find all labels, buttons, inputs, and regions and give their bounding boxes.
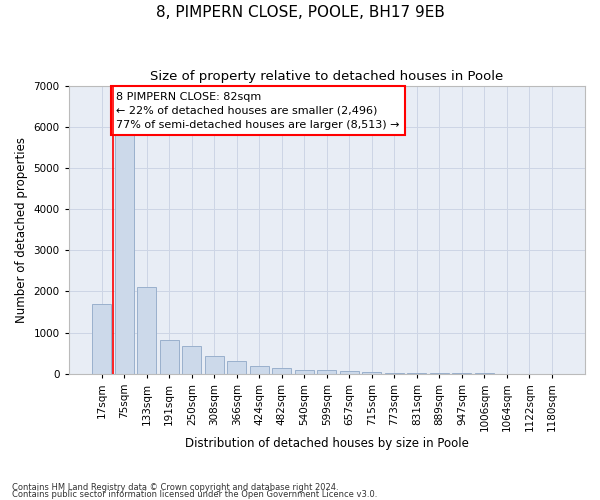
Bar <box>160 340 179 374</box>
Bar <box>227 362 247 374</box>
Text: 8 PIMPERN CLOSE: 82sqm
← 22% of detached houses are smaller (2,496)
77% of semi-: 8 PIMPERN CLOSE: 82sqm ← 22% of detached… <box>116 92 400 130</box>
Bar <box>295 370 314 374</box>
Bar <box>92 304 112 374</box>
Text: Contains HM Land Registry data © Crown copyright and database right 2024.: Contains HM Land Registry data © Crown c… <box>12 484 338 492</box>
Bar <box>407 373 427 374</box>
X-axis label: Distribution of detached houses by size in Poole: Distribution of detached houses by size … <box>185 437 469 450</box>
Bar <box>250 366 269 374</box>
Bar <box>362 372 382 374</box>
Text: 8, PIMPERN CLOSE, POOLE, BH17 9EB: 8, PIMPERN CLOSE, POOLE, BH17 9EB <box>155 5 445 20</box>
Y-axis label: Number of detached properties: Number of detached properties <box>15 136 28 322</box>
Bar <box>385 373 404 374</box>
Bar <box>182 346 202 374</box>
Title: Size of property relative to detached houses in Poole: Size of property relative to detached ho… <box>150 70 503 83</box>
Bar <box>137 287 157 374</box>
Bar <box>317 370 337 374</box>
Bar <box>205 356 224 374</box>
Bar <box>340 371 359 374</box>
Bar <box>115 135 134 374</box>
Bar <box>272 368 292 374</box>
Text: Contains public sector information licensed under the Open Government Licence v3: Contains public sector information licen… <box>12 490 377 499</box>
